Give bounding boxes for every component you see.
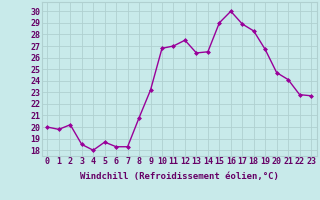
X-axis label: Windchill (Refroidissement éolien,°C): Windchill (Refroidissement éolien,°C) <box>80 172 279 181</box>
